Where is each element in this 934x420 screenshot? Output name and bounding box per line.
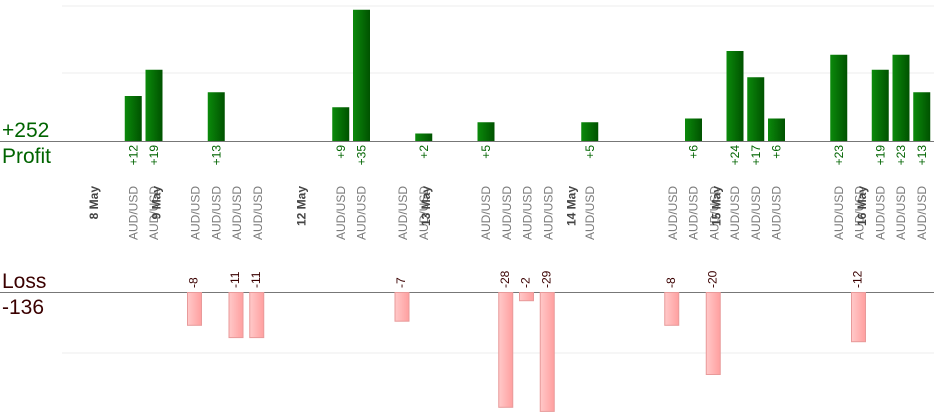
profit-bar [477, 122, 495, 141]
profit-value-label: +17 [749, 145, 763, 166]
profit-bar [332, 107, 350, 141]
profit-bar [207, 92, 225, 141]
date-labels: 8 May 9 May 12 May 13 May 14 May 15 May 16 May [87, 186, 869, 226]
pair-tick-label: AUD/USD [334, 186, 348, 240]
profit-value-label: +23 [832, 145, 846, 166]
pair-tick-label: AUD/USD [915, 186, 929, 240]
pair-tick-label: AUD/USD [666, 186, 680, 240]
profit-bar [145, 69, 163, 141]
pair-tick-label: AUD/USD [832, 186, 846, 240]
profit-bar [353, 9, 370, 141]
axis-lines [0, 141, 934, 293]
profit-bar [747, 77, 765, 141]
profit-value-label: +12 [126, 145, 140, 166]
loss-value-label: -20 [705, 270, 719, 288]
pair-tick-label: AUD/USD [707, 186, 721, 240]
profit-value-label: +13 [915, 145, 929, 166]
pair-tick-label: AUD/USD [230, 186, 244, 240]
profit-value-label: +6 [687, 145, 701, 159]
profit-value-label: +5 [479, 145, 493, 159]
pair-tick-label: AUD/USD [189, 186, 203, 240]
loss-value-label: -11 [228, 271, 242, 288]
profit-bar [124, 96, 142, 141]
profit-value-label: +24 [728, 145, 742, 166]
value-labels: +12 +19 -8 +13 -11 -11 +9 +35 -7 +2 +5 -28 -2 -29 +5 -8… [126, 145, 929, 288]
profit-label: Profit [2, 145, 51, 168]
loss-bar [187, 292, 202, 326]
pair-tick-label: AUD/USD [770, 186, 784, 240]
pair-tick-label: AUD/USD [749, 186, 763, 240]
loss-bar [851, 292, 866, 343]
loss-bar [498, 292, 514, 408]
profit-value-label: +5 [583, 145, 597, 159]
profit-bar [415, 133, 433, 141]
pair-tick-label: AUD/USD [126, 186, 140, 240]
loss-value-label: -8 [664, 277, 678, 288]
profit-value-label: +19 [873, 145, 887, 166]
profit-total: +252 [2, 119, 49, 142]
loss-total: -136 [2, 296, 44, 319]
profit-bar [726, 51, 744, 141]
profit-bar [913, 92, 931, 141]
pair-tick-label: AUD/USD [541, 186, 555, 240]
loss-bar [228, 292, 244, 339]
pair-tick-label: AUD/USD [251, 186, 265, 240]
loss-value-label: -28 [498, 270, 512, 288]
date-label: 15 May [710, 186, 724, 226]
date-label: 12 May [295, 186, 309, 226]
profit-bar [768, 118, 785, 141]
pair-tick-label: AUD/USD [209, 186, 223, 240]
profit-value-label: +23 [894, 145, 908, 166]
profit-value-label: +19 [147, 145, 161, 166]
profit-value-label: +9 [334, 145, 348, 159]
pair-tick-label: AUD/USD [521, 186, 535, 240]
profit-bar [830, 54, 848, 141]
pair-tick-label: AUD/USD [687, 186, 701, 240]
loss-value-label: -7 [394, 277, 408, 288]
loss-bar [249, 292, 265, 339]
profit-bar [871, 69, 889, 141]
profit-bar [892, 54, 910, 141]
pair-tick-label: AUD/USD [894, 186, 908, 240]
pair-tick-label: AUD/USD [417, 186, 431, 240]
profit-value-label: +13 [209, 145, 223, 166]
loss-value-label: -29 [539, 270, 553, 288]
pair-tick-label: AUD/USD [147, 186, 161, 240]
date-label: 8 May [87, 186, 101, 220]
pair-tick-label: AUD/USD [396, 186, 410, 240]
pair-tick-label: AUD/USD [479, 186, 493, 240]
pair-tick-label: AUD/USD [853, 186, 867, 240]
profit-bar [685, 118, 702, 141]
loss-bar [539, 292, 555, 412]
loss-bar [705, 292, 721, 375]
profit-value-label: +2 [417, 145, 431, 159]
profit-bar [581, 122, 599, 141]
loss-value-label: -11 [249, 271, 263, 288]
loss-label: Loss [2, 270, 46, 293]
profit-value-label: +6 [770, 145, 784, 159]
loss-bar [664, 292, 680, 326]
loss-value-label: -2 [519, 277, 533, 288]
pair-tick-label: AUD/USD [355, 186, 369, 240]
date-label: 16 May [855, 186, 869, 226]
bars [124, 9, 931, 412]
tick-labels: AUD/USD AUD/USD AUD/USD AUD/USD AUD/USD AUD/U… [126, 186, 929, 240]
date-label: 13 May [419, 186, 433, 226]
loss-bar [394, 292, 410, 322]
pair-tick-label: AUD/USD [500, 186, 514, 240]
loss-value-label: -8 [187, 277, 201, 288]
pair-tick-label: AUD/USD [873, 186, 887, 240]
pair-tick-label: AUD/USD [728, 186, 742, 240]
grid-lines [62, 5, 934, 354]
loss-bar [519, 292, 534, 302]
profit-value-label: +35 [355, 145, 369, 166]
loss-value-label: -12 [851, 270, 865, 288]
date-label: 9 May [149, 186, 163, 220]
date-label: 14 May [564, 186, 578, 226]
pair-tick-label: AUD/USD [583, 186, 597, 240]
